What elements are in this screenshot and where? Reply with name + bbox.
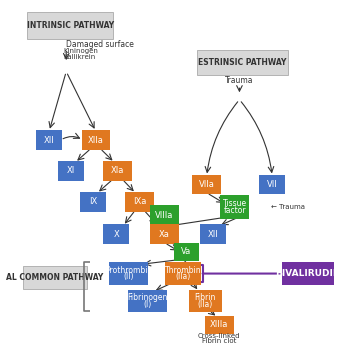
- FancyBboxPatch shape: [174, 243, 199, 261]
- Text: Fibrinogen: Fibrinogen: [127, 293, 167, 302]
- Text: INTRINSIC PATHWAY: INTRINSIC PATHWAY: [27, 21, 114, 30]
- FancyBboxPatch shape: [150, 206, 179, 225]
- Text: (IIa): (IIa): [176, 272, 191, 281]
- FancyBboxPatch shape: [58, 161, 84, 181]
- Text: Kallikrein: Kallikrein: [63, 54, 95, 60]
- Text: Damaged surface: Damaged surface: [66, 40, 134, 49]
- Text: Fibrin: Fibrin: [194, 293, 216, 302]
- Text: Cross-linked: Cross-linked: [198, 333, 240, 339]
- FancyBboxPatch shape: [128, 290, 167, 312]
- Text: Tissue: Tissue: [223, 199, 247, 208]
- Text: VII: VII: [267, 180, 277, 189]
- FancyBboxPatch shape: [125, 192, 154, 212]
- Text: IXa: IXa: [133, 197, 146, 206]
- Text: XII: XII: [208, 230, 218, 239]
- FancyBboxPatch shape: [36, 130, 62, 150]
- Text: (IIa): (IIa): [198, 300, 213, 309]
- Text: Xa: Xa: [159, 230, 170, 239]
- Text: Prothrombin: Prothrombin: [105, 266, 152, 275]
- Text: VIIa: VIIa: [199, 180, 215, 189]
- Text: XIIa: XIIa: [88, 136, 104, 145]
- FancyBboxPatch shape: [109, 262, 148, 285]
- Text: XIa: XIa: [111, 166, 125, 175]
- FancyBboxPatch shape: [22, 266, 86, 289]
- Text: Va: Va: [181, 247, 192, 256]
- FancyBboxPatch shape: [27, 12, 113, 39]
- Text: AL COMMON PATHWAY: AL COMMON PATHWAY: [6, 273, 103, 282]
- FancyBboxPatch shape: [189, 290, 221, 312]
- FancyBboxPatch shape: [192, 175, 221, 194]
- Text: Kininogen: Kininogen: [63, 48, 98, 54]
- Text: XI: XI: [67, 166, 75, 175]
- FancyBboxPatch shape: [282, 262, 334, 285]
- FancyBboxPatch shape: [197, 51, 288, 75]
- Text: X: X: [113, 230, 119, 239]
- FancyBboxPatch shape: [80, 192, 106, 212]
- FancyBboxPatch shape: [103, 224, 129, 244]
- Text: (II): (II): [124, 272, 134, 281]
- Text: XIIIa: XIIIa: [210, 320, 228, 329]
- Text: BIVALIRUDIN: BIVALIRUDIN: [275, 269, 341, 278]
- FancyBboxPatch shape: [205, 316, 234, 334]
- Text: factor: factor: [224, 206, 246, 215]
- Text: Fibrin clot: Fibrin clot: [202, 338, 236, 344]
- FancyBboxPatch shape: [150, 224, 179, 244]
- Text: (I): (I): [143, 300, 152, 309]
- Text: XII: XII: [44, 136, 54, 145]
- Text: Trauma: Trauma: [225, 76, 254, 85]
- FancyBboxPatch shape: [220, 195, 249, 219]
- FancyBboxPatch shape: [200, 224, 226, 244]
- Text: Thrombin: Thrombin: [165, 266, 202, 275]
- Text: ← Trauma: ← Trauma: [271, 204, 305, 210]
- FancyBboxPatch shape: [260, 175, 285, 194]
- FancyBboxPatch shape: [103, 161, 132, 181]
- Text: VIIIa: VIIIa: [155, 211, 174, 220]
- FancyBboxPatch shape: [82, 130, 110, 150]
- Text: IX: IX: [89, 197, 97, 206]
- Text: ESTRINSIC PATHWAY: ESTRINSIC PATHWAY: [198, 58, 287, 67]
- FancyBboxPatch shape: [165, 262, 201, 285]
